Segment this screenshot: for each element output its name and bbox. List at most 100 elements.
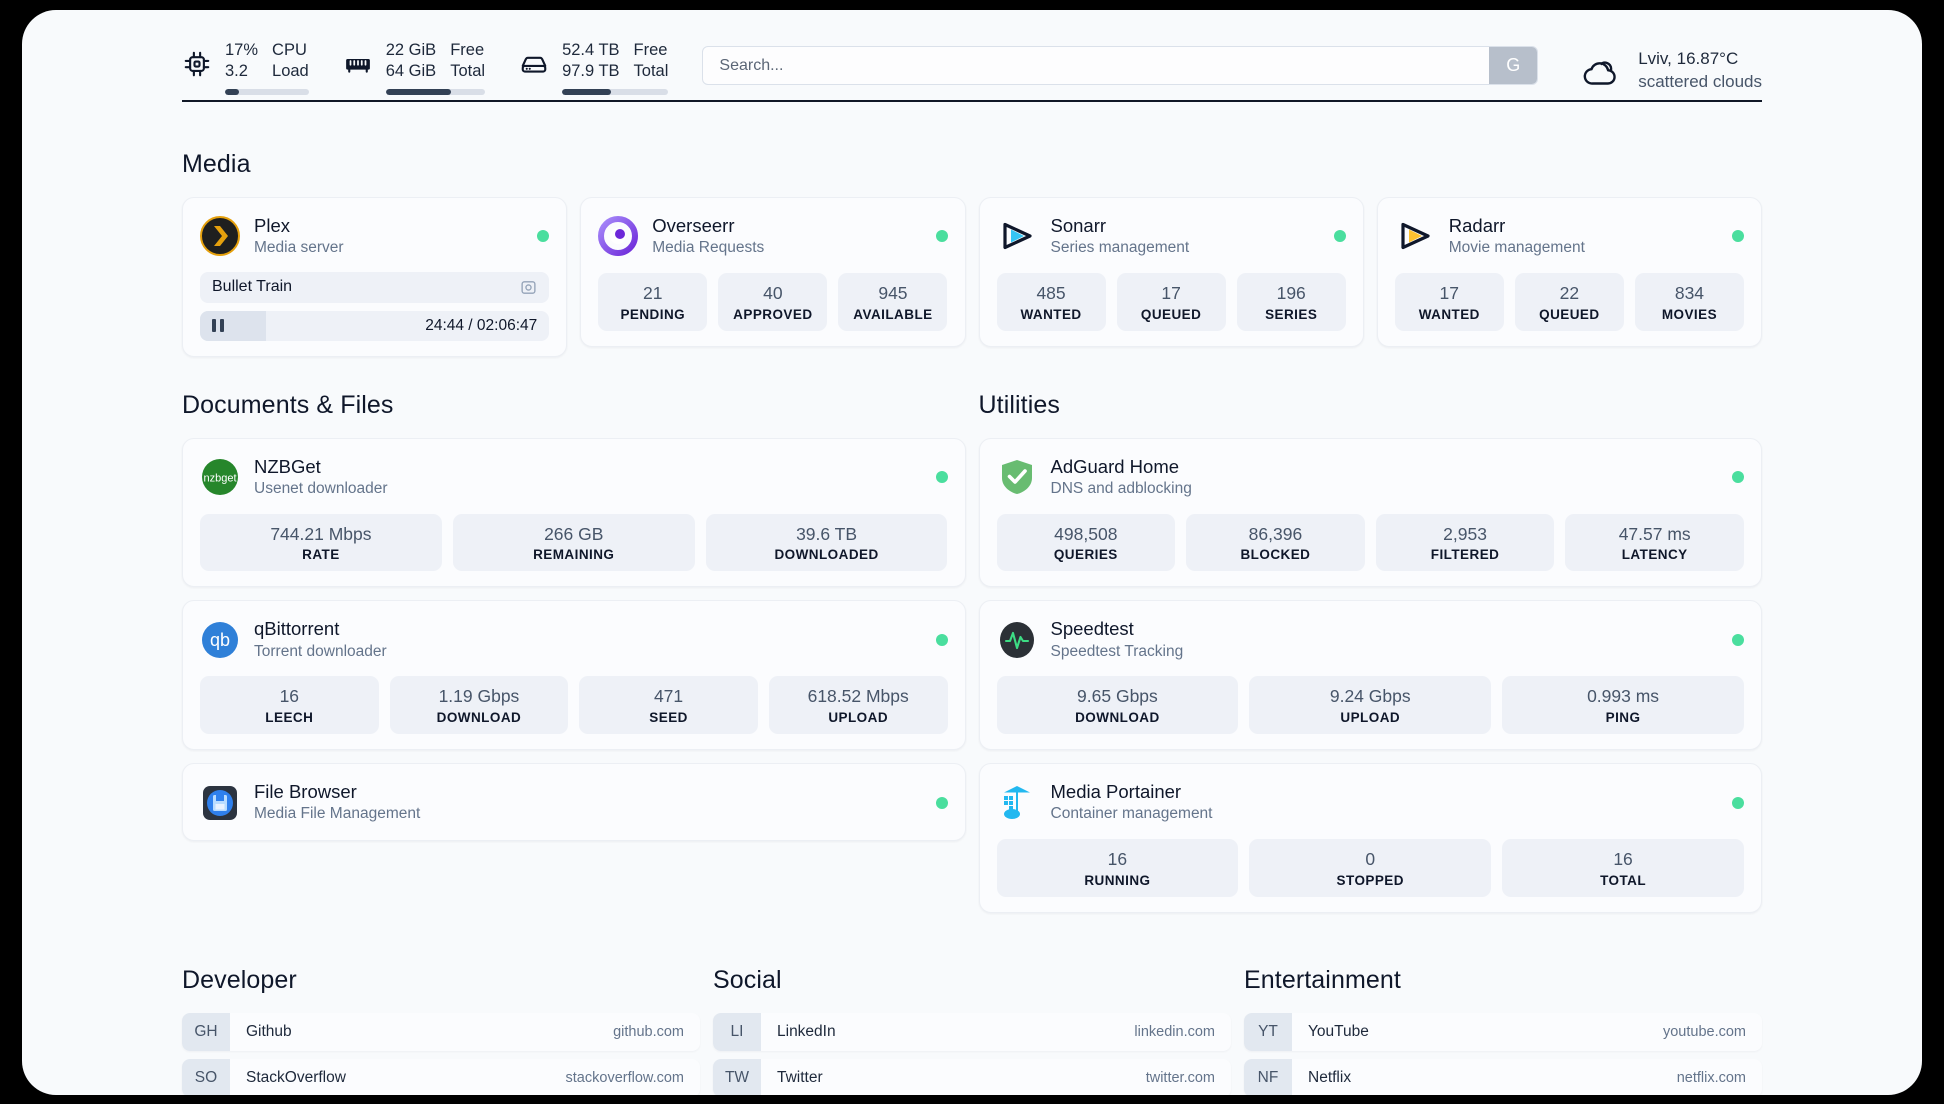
storage-widget: 52.4 TB 97.9 TB Free Total: [519, 40, 669, 95]
stats-row: 744.21 Mbps RATE 266 GB REMAINING 39.6 T…: [200, 513, 948, 572]
qbittorrent-icon: qb: [200, 620, 240, 660]
status-indicator-online: [1732, 796, 1744, 809]
pause-icon[interactable]: [212, 319, 224, 333]
bookmark-item-linkedin[interactable]: LI LinkedIn linkedin.com: [713, 1012, 1231, 1051]
service-card-speedtest[interactable]: Speedtest Speedtest Tracking 9.65 Gbps D…: [978, 600, 1762, 751]
stats-row: 9.65 Gbps DOWNLOAD 9.24 Gbps UPLOAD 0.99…: [996, 676, 1745, 735]
stats-row: 498,508 QUERIES 86,396 BLOCKED 2,953 FIL…: [996, 513, 1744, 572]
service-card-file-browser[interactable]: File Browser Media File Management: [182, 763, 966, 841]
stat-label: QUEUED: [1539, 306, 1600, 322]
stat-label: LEECH: [265, 710, 314, 726]
stat-label: TOTAL: [1600, 872, 1647, 888]
service-card-sonarr[interactable]: Sonarr Series management 485 WANTED 17 Q…: [978, 197, 1364, 347]
bookmark-item-stackoverflow[interactable]: SO StackOverflow stackoverflow.com: [182, 1058, 700, 1095]
stat-label: RATE: [302, 547, 340, 563]
status-indicator-online: [1333, 230, 1346, 243]
service-description: Movie management: [1448, 239, 1585, 257]
search-engine-button[interactable]: G: [1489, 47, 1538, 84]
stat-value: 1.19 Gbps: [438, 686, 520, 707]
stat-box: 485 WANTED: [996, 272, 1106, 331]
service-card-nzbget[interactable]: nzbget NZBGet Usenet downloader 744.21 M…: [182, 437, 966, 588]
service-description: Media Requests: [652, 239, 765, 257]
status-indicator-online: [1732, 633, 1744, 646]
stat-box: 1.19 Gbps DOWNLOAD: [389, 676, 569, 735]
cpu-label-1: CPU: [272, 41, 307, 59]
stat-value: 17: [1161, 282, 1181, 303]
stat-label: STOPPED: [1336, 872, 1404, 888]
stat-label: RUNNING: [1084, 872, 1151, 888]
portainer-icon: [997, 783, 1037, 823]
stat-value: 618.52 Mbps: [807, 686, 909, 707]
bookmark-item-github[interactable]: GH Github github.com: [182, 1012, 700, 1051]
status-indicator-online: [935, 633, 948, 646]
service-card-plex[interactable]: Plex Media server Bullet Train: [182, 197, 568, 357]
service-name: qBittorrent: [254, 618, 340, 640]
bookmark-badge: SO: [182, 1058, 230, 1095]
stat-box: 40 APPROVED: [718, 272, 828, 331]
service-name: File Browser: [254, 781, 357, 803]
weather-condition: scattered clouds: [1638, 71, 1762, 91]
cpu-label-2: Load: [272, 61, 309, 80]
search-input[interactable]: [703, 47, 1490, 84]
status-indicator-online: [537, 230, 550, 243]
stat-box: 945 AVAILABLE: [838, 272, 948, 331]
bookmark-item-youtube[interactable]: YT YouTube youtube.com: [1244, 1012, 1762, 1051]
now-playing-time: 24:44 / 02:06:47: [425, 316, 538, 334]
memory-usage-bar: [385, 88, 486, 95]
stat-value: 47.57 ms: [1618, 523, 1691, 544]
stat-label: AVAILABLE: [853, 306, 933, 322]
now-playing-progress-bar[interactable]: 24:44 / 02:06:47: [200, 310, 550, 341]
stat-label: PENDING: [620, 306, 686, 322]
bookmark-item-netflix[interactable]: NF Netflix netflix.com: [1244, 1058, 1762, 1095]
card-header: Radarr Movie management: [1395, 214, 1744, 259]
stat-box: 9.24 Gbps UPLOAD: [1249, 676, 1492, 735]
service-description: Media File Management: [254, 805, 421, 823]
service-card-overseerr[interactable]: Overseerr Media Requests 21 PENDING 40 A…: [580, 197, 966, 347]
card-header: File Browser Media File Management: [200, 780, 948, 825]
now-playing-title-bar: Bullet Train: [200, 271, 550, 303]
stat-label: QUEUED: [1140, 306, 1202, 322]
stat-box: 2,953 FILTERED: [1375, 513, 1555, 572]
stat-label: SERIES: [1265, 306, 1318, 322]
section-title-documents: Documents & Files: [182, 390, 394, 419]
documents-column: Documents & Files nzbget NZBGet Usenet d: [182, 391, 966, 926]
cpu-usage-bar: [225, 88, 309, 95]
cpu-percent: 17%: [225, 41, 259, 59]
stat-box: 17 QUEUED: [1116, 272, 1226, 331]
utilities-column: Utilities AdGuard Home DNS and adblocki: [978, 391, 1762, 926]
filebrowser-icon: [200, 783, 240, 823]
stat-box: 0 STOPPED: [1249, 838, 1492, 897]
svg-text:qb: qb: [210, 630, 230, 650]
stats-row: 16 RUNNING 0 STOPPED 16 TOTAL: [996, 838, 1745, 897]
ram-stick-icon: [343, 49, 373, 79]
cpu-widget: 17% 3.2 CPU Load: [182, 40, 309, 95]
stat-value: 0.993 ms: [1587, 686, 1660, 707]
service-card-adguard-home[interactable]: AdGuard Home DNS and adblocking 498,508 …: [978, 437, 1762, 588]
card-header: AdGuard Home DNS and adblocking: [997, 455, 1744, 500]
service-card-media-portainer[interactable]: Media Portainer Container management 16 …: [978, 763, 1762, 913]
stat-box: 39.6 TB DOWNLOADED: [705, 513, 948, 572]
weather-location-temp: Lviv, 16.87°C: [1638, 49, 1739, 68]
cast-icon[interactable]: [520, 279, 537, 296]
media-card-row: Plex Media server Bullet Train: [182, 197, 1762, 357]
service-name: Speedtest: [1050, 618, 1134, 640]
stat-box: 16 TOTAL: [1502, 838, 1744, 897]
search-box: G: [702, 46, 1539, 85]
now-playing-title: Bullet Train: [212, 278, 293, 296]
stat-box: 498,508 QUERIES: [996, 513, 1176, 572]
memory-widget: 22 GiB 64 GiB Free Total: [343, 40, 486, 95]
status-indicator-online: [1732, 471, 1744, 484]
stat-value: 22: [1559, 282, 1580, 303]
service-card-radarr[interactable]: Radarr Movie management 17 WANTED 22 QUE…: [1376, 197, 1762, 347]
stat-box: 0.993 ms PING: [1502, 676, 1744, 735]
stat-value: 16: [279, 686, 300, 707]
bookmark-name: YouTube: [1308, 1022, 1369, 1040]
service-card-qbittorrent[interactable]: qb qBittorrent Torrent downloader 16 LEE…: [182, 600, 966, 751]
stat-label: BLOCKED: [1240, 547, 1311, 563]
stat-label: LATENCY: [1621, 547, 1688, 563]
bookmark-item-twitter[interactable]: TW Twitter twitter.com: [713, 1058, 1231, 1095]
stat-box: 744.21 Mbps RATE: [200, 513, 442, 572]
bookmark-url: youtube.com: [1662, 1023, 1746, 1040]
stat-label: REMAINING: [533, 547, 615, 563]
card-header: Plex Media server: [200, 214, 550, 259]
